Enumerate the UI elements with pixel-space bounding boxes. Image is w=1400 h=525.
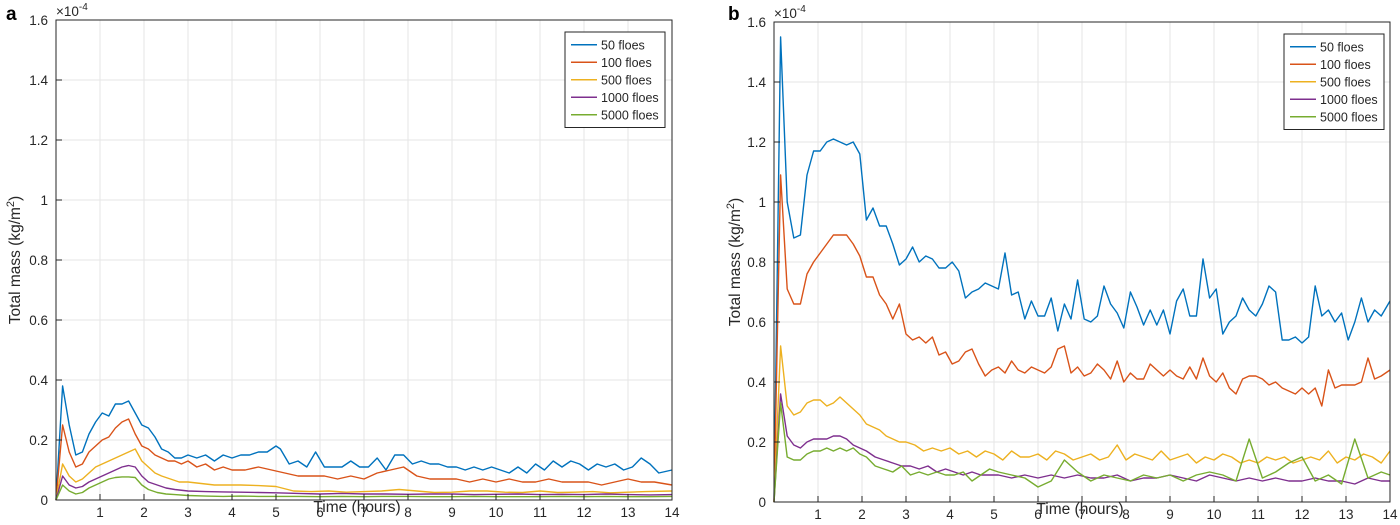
panel-a-ytick-label: 0.8	[29, 253, 48, 268]
panel-a-xtick-label: 8	[404, 505, 412, 520]
panel-b-xtick-label: 7	[1078, 507, 1086, 520]
panel-b: b 1 2 3 4 5 6 7 8 9 10 11 12 13 1400.20.40.60.811.21.…	[725, 4, 1398, 522]
panel-b-xtick-label: 4	[946, 507, 954, 520]
panel-b-series-line-2	[773, 174, 1391, 503]
panel-b-xtick-label: 8	[1122, 507, 1130, 520]
panel-b-series	[773, 36, 1391, 503]
panel-b-ytick-label: 0.8	[747, 255, 766, 270]
panel-b-ytick-label: 0.2	[747, 435, 766, 450]
panel-b-letter: b	[728, 4, 740, 25]
panel-a-ytick-label: 1	[40, 193, 48, 208]
panel-b-xtick-label: 10	[1206, 507, 1221, 520]
panel-a-ticks: 1 2 3 4 5 6 7 8 9 10 11 12 13 1400.20.40.60.811.21.41…	[29, 13, 680, 520]
panel-a-xtick-label: 11	[533, 505, 547, 520]
panel-b-xtick-label: 13	[1338, 507, 1353, 520]
panel-b-xtick-label: 9	[1166, 507, 1174, 520]
panel-a-series-line-1	[55, 385, 673, 501]
panel-b-ticks: 1 2 3 4 5 6 7 8 9 10 11 12 13 1400.20.40.60.811.21.41…	[747, 15, 1398, 522]
panel-a-legend-label: 5000 floes	[601, 108, 659, 122]
panel-a-series-line-4	[55, 464, 673, 501]
panel-a-legend-label: 500 floes	[601, 73, 652, 87]
panel-a-letter: a	[6, 4, 17, 25]
panel-a-xtick-label: 9	[448, 505, 456, 520]
panel-a-legend: 50 floes 100 floes 500 floes 1000 floes 5000…	[564, 31, 666, 128]
panel-b-xtick-label: 6	[1034, 507, 1042, 520]
panel-a-xtick-label: 7	[360, 505, 368, 520]
panel-a-xtick-label: 2	[140, 505, 148, 520]
panel-a-xtick-label: 14	[664, 505, 680, 520]
panel-a-ytick-label: 1.6	[29, 13, 48, 28]
panel-b-legend-label: 500 floes	[1320, 75, 1371, 89]
panel-b-series-line-3	[773, 345, 1391, 503]
panel-a-ytick-label: 0.4	[29, 373, 48, 388]
panel-a-xtick-label: 6	[316, 505, 324, 520]
panel-b-xtick-label: 2	[858, 507, 866, 520]
panel-a-ytick-label: 0.6	[29, 313, 48, 328]
panel-a-xtick-label: 3	[184, 505, 192, 520]
panel-b-ytick-label: 0.6	[747, 315, 766, 330]
panel-b-xtick-label: 5	[990, 507, 998, 520]
panel-a-ytick-label: 0.2	[29, 433, 48, 448]
panel-b-legend: 50 floes 100 floes 500 floes 1000 floes 5000…	[1283, 33, 1385, 130]
panel-a-series-line-2	[55, 418, 673, 501]
panel-a-legend-label: 100 floes	[601, 56, 652, 70]
panel-b-ytick-label: 1.6	[747, 15, 766, 30]
panel-b-xlabel: Time (hours)	[1036, 501, 1123, 518]
panel-a-xtick-label: 12	[576, 505, 591, 520]
panel-a-legend-label: 1000 floes	[601, 91, 659, 105]
panel-b-legend-label: 1000 floes	[1320, 93, 1378, 107]
panel-b-series-line-5	[773, 402, 1391, 503]
panel-a-xlabel: Time (hours)	[313, 499, 400, 516]
panel-b-legend-label: 100 floes	[1320, 58, 1371, 72]
panel-b-legend-label: 50 floes	[1320, 40, 1364, 54]
panel-b-series-line-4	[773, 393, 1390, 503]
panel-b-ylabel: Total mass (kg/m2)	[725, 198, 744, 326]
panel-b-ytick-label: 0.4	[747, 375, 766, 390]
panel-a-series-line-3	[55, 448, 673, 501]
panel-b-xtick-label: 1	[814, 507, 822, 520]
panel-b-ytick-label: 1.2	[747, 135, 766, 150]
panel-a-exponent: ×10-4	[56, 2, 88, 19]
panel-b-xtick-label: 11	[1251, 507, 1265, 520]
panel-a-xtick-label: 10	[488, 505, 503, 520]
panel-a-xtick-label: 4	[228, 505, 236, 520]
panel-b-xtick-label: 12	[1294, 507, 1309, 520]
panel-a-ytick-label: 0	[40, 493, 48, 508]
panel-a-ytick-label: 1.4	[29, 73, 48, 88]
panel-a-xtick-label: 13	[620, 505, 635, 520]
panel-a-xtick-label: 5	[272, 505, 280, 520]
panel-a: a 1 2 3 4 5 6 7 8 9 10 11 12 13 1400.20.40.60.811.21.…	[5, 2, 680, 520]
panel-b-ytick-label: 1.4	[747, 75, 766, 90]
panel-a-xtick-label: 1	[96, 505, 104, 520]
panel-a-ytick-label: 1.2	[29, 133, 48, 148]
panel-b-ytick-label: 0	[758, 495, 766, 510]
panel-b-xtick-label: 14	[1382, 507, 1398, 520]
panel-b-xtick-label: 3	[902, 507, 910, 520]
panel-b-legend-label: 5000 floes	[1320, 110, 1378, 124]
panel-a-legend-label: 50 floes	[601, 38, 645, 52]
panel-b-series-line-1	[773, 36, 1391, 503]
panel-b-exponent: ×10-4	[774, 4, 806, 21]
panel-b-ytick-label: 1	[758, 195, 766, 210]
panel-a-ylabel: Total mass (kg/m2)	[5, 196, 24, 324]
